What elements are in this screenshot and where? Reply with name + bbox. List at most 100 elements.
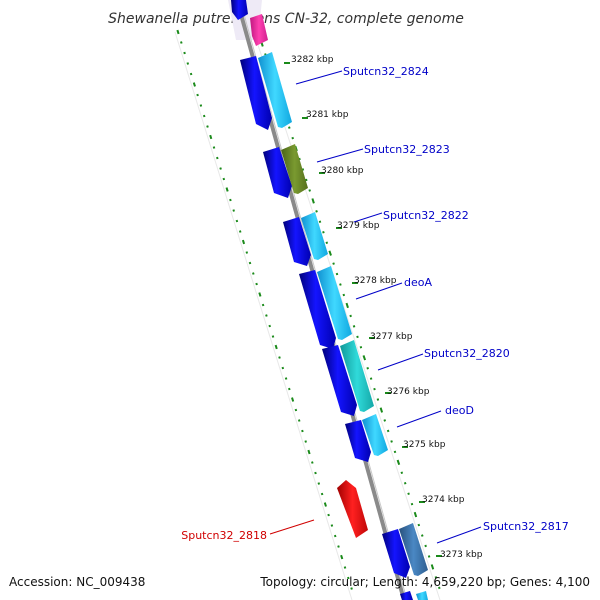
track-dash xyxy=(438,586,441,590)
track-dash xyxy=(407,492,410,496)
track-dash xyxy=(238,230,242,233)
track-dash xyxy=(386,429,390,433)
track-dash xyxy=(403,481,407,485)
track-dash xyxy=(320,492,324,496)
tick-label: 3279 kbp xyxy=(337,221,380,231)
track-dash xyxy=(390,440,393,443)
gene-label: deoA xyxy=(404,276,432,289)
gene-label: Sputcn32_2817 xyxy=(483,520,569,533)
track-dash xyxy=(271,335,275,338)
forward-genes xyxy=(231,0,413,600)
track-dash xyxy=(335,272,339,276)
track-dash xyxy=(297,419,301,422)
track-dash xyxy=(340,554,344,560)
track-dash xyxy=(222,177,226,181)
track-dash xyxy=(186,62,190,65)
track-dash xyxy=(376,398,380,401)
track-dash xyxy=(328,250,332,256)
accession-text: Accession: NC_009438 xyxy=(9,575,145,589)
track-outline-left xyxy=(174,31,353,600)
gene-label: Sputcn32_2818 xyxy=(181,529,267,542)
tick-label: 3281 kbp xyxy=(306,110,349,120)
track-dash xyxy=(229,198,232,202)
gene-block xyxy=(340,340,374,412)
reverse-genes xyxy=(250,14,428,600)
track-dash xyxy=(225,187,229,192)
track-dash xyxy=(318,220,322,224)
track-dash xyxy=(424,544,427,548)
gene-block-red xyxy=(337,480,368,538)
tick-labels: 3282 kbp 3281 kbp 3280 kbp 3279 kbp 3278… xyxy=(284,55,483,560)
gene-block xyxy=(382,529,410,578)
track-dash xyxy=(202,114,206,118)
tick-label: 3276 kbp xyxy=(387,387,430,397)
track-dash xyxy=(232,209,235,212)
gene-label: Sputcn32_2823 xyxy=(364,143,450,156)
track-dash xyxy=(417,523,421,527)
track-dash xyxy=(333,534,337,538)
track-dash xyxy=(301,168,305,171)
track-dash xyxy=(304,440,307,443)
track-dash xyxy=(258,292,262,297)
track-dash xyxy=(323,502,327,507)
track-dash xyxy=(420,534,424,537)
track-dash xyxy=(366,366,369,370)
track-dash xyxy=(281,366,285,370)
track-dash xyxy=(199,104,203,107)
map-title: Shewanella putrefaciens CN-32, complete … xyxy=(108,11,464,27)
track-dash xyxy=(180,41,183,44)
track-dash xyxy=(356,335,359,339)
track-dash xyxy=(261,303,265,307)
gc-content-track xyxy=(176,29,353,590)
track-dash xyxy=(206,125,209,128)
track-dash xyxy=(362,355,367,361)
gene-label: Sputcn32_2824 xyxy=(343,65,429,78)
track-dash xyxy=(235,219,239,223)
track-dash xyxy=(379,407,384,413)
track-dash xyxy=(396,459,401,466)
track-dash xyxy=(265,314,268,317)
track-dash xyxy=(288,126,291,129)
track-dash xyxy=(311,461,314,464)
track-dash xyxy=(305,178,308,182)
gene-block xyxy=(317,266,352,340)
track-dash xyxy=(241,239,246,245)
track-dash xyxy=(393,450,397,454)
track-outline-right xyxy=(257,44,441,600)
track-dash xyxy=(274,344,278,350)
track-dash xyxy=(278,356,281,359)
gene-block xyxy=(283,217,311,266)
gene-block xyxy=(258,52,292,128)
track-dash xyxy=(427,555,431,558)
track-dash xyxy=(291,397,295,402)
track-dash xyxy=(327,513,330,517)
track-dash xyxy=(248,261,252,265)
track-dash xyxy=(183,51,186,55)
track-dash xyxy=(176,29,180,35)
track-dash xyxy=(352,325,356,328)
track-dash xyxy=(216,156,219,160)
gene-labels: Sputcn32_2824 Sputcn32_2823 Sputcn32_282… xyxy=(181,65,569,542)
gene-block xyxy=(240,56,272,130)
gene-block xyxy=(263,147,292,198)
tick-label: 3275 kbp xyxy=(403,440,446,450)
track-dash xyxy=(325,241,329,245)
gene-block xyxy=(399,523,428,576)
track-dash xyxy=(212,146,216,149)
track-dash xyxy=(373,387,376,391)
track-dash xyxy=(322,230,325,234)
label-leaders xyxy=(269,70,482,544)
track-dash xyxy=(252,272,255,275)
track-dash xyxy=(311,198,315,204)
track-dash xyxy=(383,419,387,422)
tick-label: 3282 kbp xyxy=(291,55,334,65)
track-dash xyxy=(298,157,301,161)
gene-block xyxy=(301,212,328,260)
track-dash xyxy=(189,72,193,76)
gene-block xyxy=(231,0,248,20)
track-dash xyxy=(332,262,335,265)
track-dash xyxy=(219,167,222,170)
gene-block xyxy=(299,270,336,349)
track-dash xyxy=(317,482,321,485)
track-dash xyxy=(410,502,414,506)
